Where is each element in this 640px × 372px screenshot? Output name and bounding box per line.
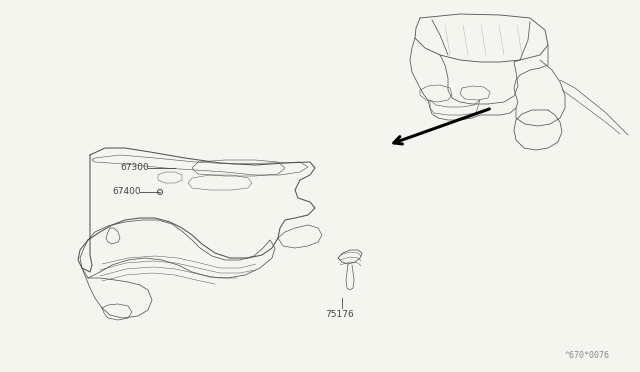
Text: 75176: 75176: [326, 310, 355, 319]
Text: 67300: 67300: [120, 163, 148, 171]
Text: 67400: 67400: [112, 186, 141, 196]
Text: ^670*0076: ^670*0076: [565, 351, 610, 360]
